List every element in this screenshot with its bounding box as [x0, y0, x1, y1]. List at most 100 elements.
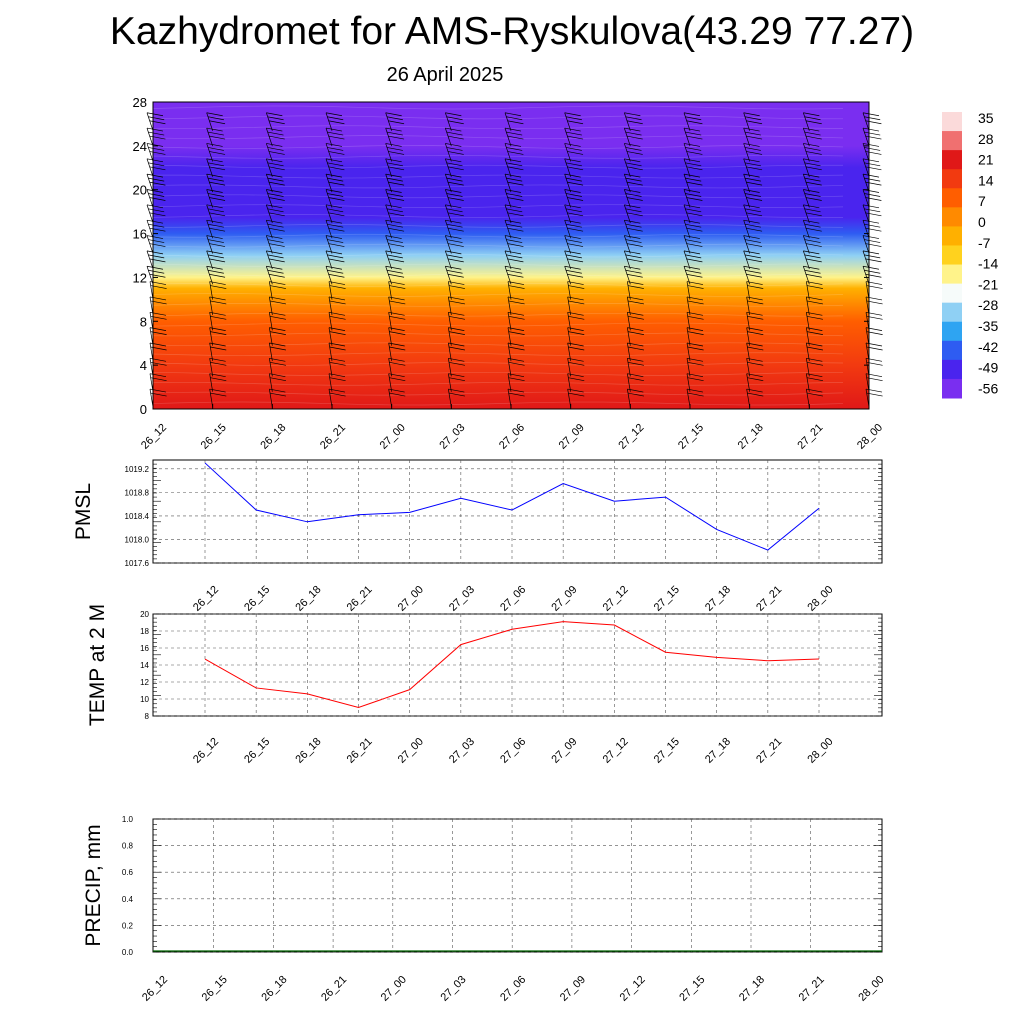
- wind-barb-flag: [565, 193, 582, 197]
- wind-barb-flag: [626, 273, 643, 278]
- wind-barb-flag: [149, 197, 166, 201]
- wind-barb-flag: [507, 212, 524, 217]
- wind-barb-flag: [687, 331, 704, 335]
- wind-barb-flag: [445, 235, 462, 239]
- wind-barb: [683, 189, 691, 208]
- wind-barb-flag: [686, 151, 703, 155]
- wind-barb-flag: [805, 273, 822, 278]
- wind-barb: [803, 266, 810, 285]
- wind-barb-flag: [806, 361, 823, 366]
- wind-barb: [564, 112, 571, 131]
- wind-barb-flag: [327, 208, 344, 213]
- wind-barb-flag: [743, 112, 760, 117]
- wind-barb: [268, 373, 273, 392]
- wind-barb-flag: [269, 377, 286, 382]
- wind-barb: [206, 112, 213, 131]
- wind-barb-flag: [507, 197, 524, 201]
- y-tick-label: 16: [133, 227, 147, 242]
- wind-barb-flag: [624, 127, 641, 132]
- wind-barb-flag: [209, 273, 226, 278]
- wind-barb-flag: [803, 173, 820, 178]
- wind-barb: [385, 174, 392, 193]
- colorbar-label: -56: [978, 380, 998, 396]
- wind-barb-flag: [446, 269, 463, 274]
- wind-barb: [445, 204, 452, 223]
- wind-barb-flag: [864, 162, 881, 167]
- wind-barb: [624, 158, 631, 177]
- wind-barb-flag: [206, 219, 223, 224]
- wind-barb: [743, 174, 750, 193]
- contour-line: [152, 154, 844, 159]
- wind-barb-flag: [447, 181, 464, 186]
- wind-barb-flag: [325, 189, 343, 193]
- wind-barb: [624, 250, 631, 269]
- wind-barb-flag: [385, 235, 402, 239]
- wind-barb-flag: [506, 208, 523, 213]
- wind-barb-flag: [864, 147, 881, 151]
- contour-line: [152, 283, 844, 287]
- wind-barb-flag: [325, 143, 343, 147]
- wind-barb-flag: [445, 173, 462, 178]
- wind-barb: [447, 373, 452, 392]
- wind-barb-flag: [627, 315, 644, 320]
- wind-barb-flag: [149, 227, 166, 232]
- colorbar-segment: [942, 245, 962, 266]
- wind-barb-flag: [325, 204, 343, 209]
- x-tick-label: 27_15: [652, 584, 682, 614]
- wind-barb-flag: [744, 116, 761, 121]
- wind-barb-flag: [386, 223, 403, 228]
- wind-barb-flag: [687, 361, 704, 366]
- wind-barb-flag: [148, 239, 165, 243]
- x-tick-label: 27_03: [439, 974, 469, 1004]
- wind-barb: [805, 327, 810, 346]
- wind-barb-flag: [325, 112, 343, 117]
- wind-barb-flag: [329, 377, 346, 382]
- wind-barb: [564, 204, 571, 223]
- wind-barb-flag: [209, 258, 226, 263]
- wind-barb-flag: [504, 204, 522, 209]
- contour-line: [152, 332, 844, 337]
- wind-barb-flag: [210, 361, 227, 366]
- wind-barb-flag: [269, 315, 286, 320]
- wind-barb: [862, 127, 870, 147]
- wind-barb-flag: [385, 158, 402, 163]
- wind-barb-flag: [626, 151, 643, 155]
- wind-barb: [325, 112, 333, 131]
- wind-barb: [626, 312, 631, 331]
- wind-barb-flag: [805, 227, 822, 232]
- wind-barb: [146, 235, 154, 254]
- wind-barb-flag: [389, 392, 406, 397]
- wind-barb-flag: [565, 162, 582, 167]
- wind-barb: [209, 312, 214, 331]
- wind-barb: [209, 358, 214, 377]
- wind-barb-flag: [447, 135, 464, 140]
- wind-barb-flag: [445, 204, 462, 209]
- wind-barb-flag: [267, 254, 284, 259]
- wind-barb: [686, 342, 691, 362]
- wind-barb: [803, 127, 810, 147]
- wind-barb-flag: [743, 204, 760, 209]
- wind-barb-flag: [864, 177, 881, 182]
- wind-barb-flag: [448, 392, 465, 397]
- wind-barb-flag: [685, 147, 702, 151]
- wind-barb: [266, 112, 273, 131]
- wind-barb: [862, 235, 870, 254]
- wind-barb: [385, 189, 392, 208]
- wind-barb-flag: [804, 223, 821, 228]
- wind-barb-flag: [862, 265, 880, 270]
- wind-barb-flag: [386, 254, 403, 259]
- wind-barb-flag: [268, 227, 285, 232]
- wind-barb-flag: [687, 285, 704, 289]
- wind-barb-flag: [207, 208, 224, 213]
- wind-barb-flag: [744, 177, 761, 182]
- wind-barb: [266, 250, 273, 269]
- wind-barb: [206, 174, 213, 193]
- wind-barb: [564, 189, 571, 208]
- wind-barb-flag: [206, 112, 223, 117]
- chart-title: Kazhydromet for AMS-Ryskulova(43.29 77.2…: [109, 10, 915, 53]
- wind-barb-flag: [268, 151, 285, 155]
- x-tick-label: 27_00: [396, 736, 426, 766]
- wind-barb: [266, 204, 273, 223]
- wind-barb-flag: [209, 135, 226, 140]
- wind-barb-flag: [389, 315, 406, 320]
